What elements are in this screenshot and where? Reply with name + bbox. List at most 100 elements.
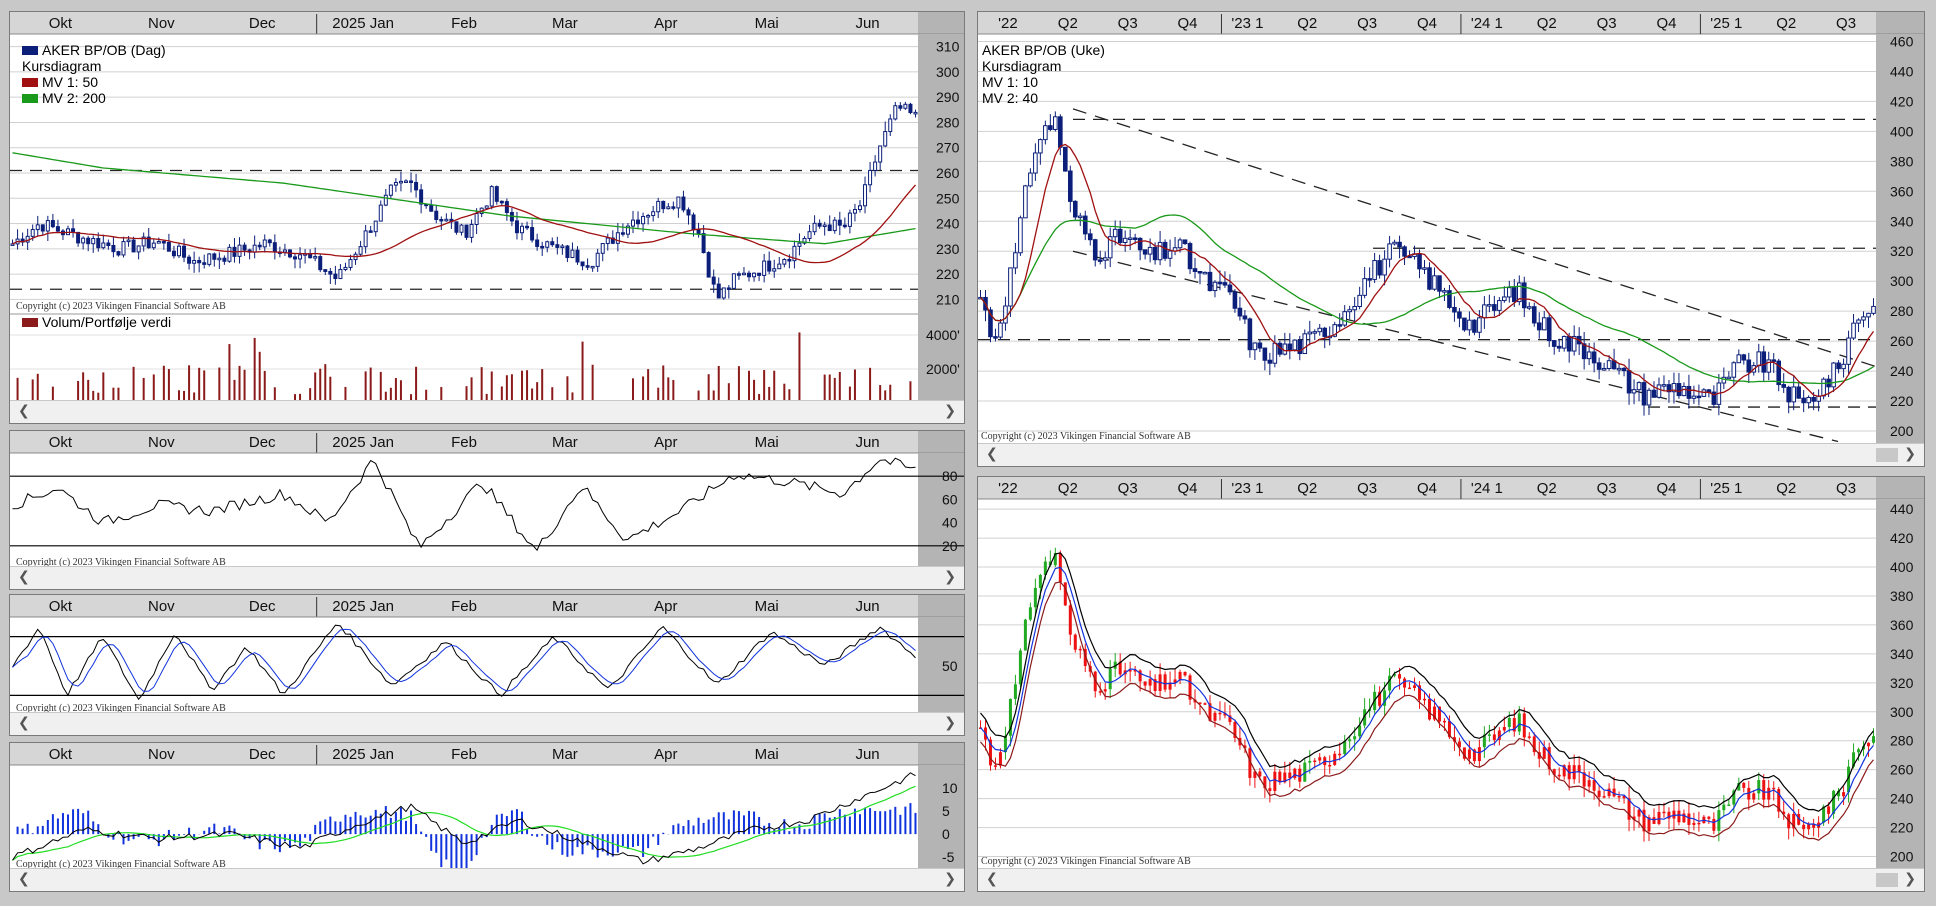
scroll-right-icon[interactable]: ❯	[944, 569, 956, 585]
candle-body	[1872, 736, 1876, 743]
candle-body	[1147, 246, 1153, 255]
candle-body	[136, 245, 141, 253]
scroll-left-icon[interactable]: ❮	[18, 715, 30, 731]
candle	[1072, 200, 1078, 220]
daily-scrollbar[interactable]: ❮ ❯	[10, 400, 964, 423]
daily-month-axis-label: 2025 Jan	[332, 15, 394, 32]
candle	[868, 162, 873, 193]
legend-ma2: MV 2: 200	[42, 90, 106, 106]
scroll-thumb[interactable]	[1876, 873, 1898, 887]
scroll-left-icon[interactable]: ❮	[18, 403, 30, 419]
scroll-right-icon[interactable]: ❯	[944, 403, 956, 419]
candle	[525, 221, 530, 231]
osc-month-axis-label: Dec	[249, 746, 276, 763]
osc-month-axis-label: Nov	[148, 746, 175, 763]
y-axis-label: -5	[942, 849, 955, 865]
y-axis-label: 20	[942, 538, 958, 554]
candle-body	[1058, 116, 1063, 148]
osc1-scrollbar[interactable]: ❮ ❯	[10, 566, 964, 589]
candle-body	[146, 236, 151, 249]
candle-body	[1212, 281, 1218, 292]
candle-body	[1362, 278, 1367, 296]
candle	[1078, 645, 1082, 659]
osc3-scrollbar[interactable]: ❮ ❯	[10, 868, 964, 891]
bands-scrollbar[interactable]: ❮ ❯	[978, 868, 1924, 891]
scroll-right-icon[interactable]: ❯	[944, 871, 956, 887]
scroll-left-icon[interactable]: ❮	[986, 871, 998, 887]
candle-body	[1866, 312, 1871, 318]
candle-body	[1507, 718, 1511, 727]
scroll-right-icon[interactable]: ❯	[1904, 446, 1916, 462]
candle-body	[1867, 742, 1871, 747]
candle-body	[1612, 788, 1616, 797]
histogram-bar	[904, 806, 907, 835]
candle-body	[1092, 239, 1098, 261]
candle	[1521, 276, 1527, 318]
candle-body	[993, 336, 998, 339]
oscillator-1-chart: Okt Nov Dec 2025 Jan Feb Mar Apr Mai Jun 80 60 40 20…	[10, 431, 964, 569]
candle-body	[1008, 267, 1013, 307]
candle	[1541, 311, 1547, 331]
osc-month-axis-label: Okt	[49, 746, 73, 763]
candle	[116, 250, 121, 257]
candle	[1048, 114, 1053, 132]
candle	[540, 241, 545, 257]
candle	[1033, 143, 1038, 181]
candle	[161, 240, 166, 250]
candle-body	[1363, 709, 1367, 726]
candle-body	[1333, 753, 1337, 765]
scroll-right-icon[interactable]: ❯	[944, 715, 956, 731]
candle	[1667, 807, 1671, 830]
candle	[1033, 578, 1037, 615]
candle-body	[434, 210, 439, 220]
candle	[520, 222, 525, 241]
candle-body	[1602, 796, 1606, 798]
histogram-bar	[112, 834, 115, 840]
candle-body	[671, 206, 676, 209]
histogram-bar	[460, 834, 463, 871]
candle-body	[1551, 340, 1557, 347]
candle	[535, 233, 540, 251]
candle	[313, 247, 318, 262]
histogram-bar	[808, 828, 811, 835]
histogram-bar	[16, 826, 19, 835]
volume-bar	[707, 374, 710, 403]
candle	[1282, 332, 1288, 356]
candle-body	[1692, 822, 1696, 825]
histogram-bar	[389, 817, 392, 835]
candle-body	[1287, 343, 1293, 351]
candle	[1762, 774, 1766, 809]
scroll-left-icon[interactable]: ❮	[18, 569, 30, 585]
weekly-quarter-axis-label: '25 1	[1710, 15, 1742, 32]
scroll-left-icon[interactable]: ❮	[986, 446, 998, 462]
daily-month-axis-label: Feb	[451, 15, 477, 32]
candle	[71, 219, 76, 238]
candle	[45, 215, 50, 242]
weekly-scrollbar[interactable]: ❮ ❯	[978, 443, 1924, 466]
scroll-right-icon[interactable]: ❯	[1904, 871, 1916, 887]
volume-bar	[758, 394, 761, 403]
candle	[1053, 111, 1058, 132]
candle-body	[1177, 239, 1183, 249]
candle-body	[368, 230, 373, 233]
candle-body	[358, 246, 363, 255]
scroll-left-icon[interactable]: ❮	[18, 871, 30, 887]
scroll-thumb[interactable]	[1876, 448, 1898, 462]
candle	[1397, 235, 1402, 259]
daily-price-panel: Okt Nov Dec 2025 Jan Feb Mar Apr Mai Jun 310 300 29…	[9, 11, 965, 424]
candle	[1347, 305, 1352, 320]
y-axis-label: 280	[1890, 733, 1914, 749]
histogram-bar	[879, 811, 882, 835]
legend-swatch-price	[22, 46, 38, 55]
candle-body	[1128, 670, 1132, 672]
y-axis-label: 440	[1890, 63, 1914, 79]
candle	[1487, 294, 1492, 313]
osc2-scrollbar[interactable]: ❮ ❯	[10, 712, 964, 735]
candle	[469, 219, 474, 243]
candle-body	[1028, 172, 1033, 187]
histogram-bar	[193, 834, 196, 840]
candle-body	[908, 103, 913, 114]
candle	[353, 251, 358, 265]
candle-body	[1797, 813, 1801, 825]
candle-body	[1222, 282, 1228, 286]
